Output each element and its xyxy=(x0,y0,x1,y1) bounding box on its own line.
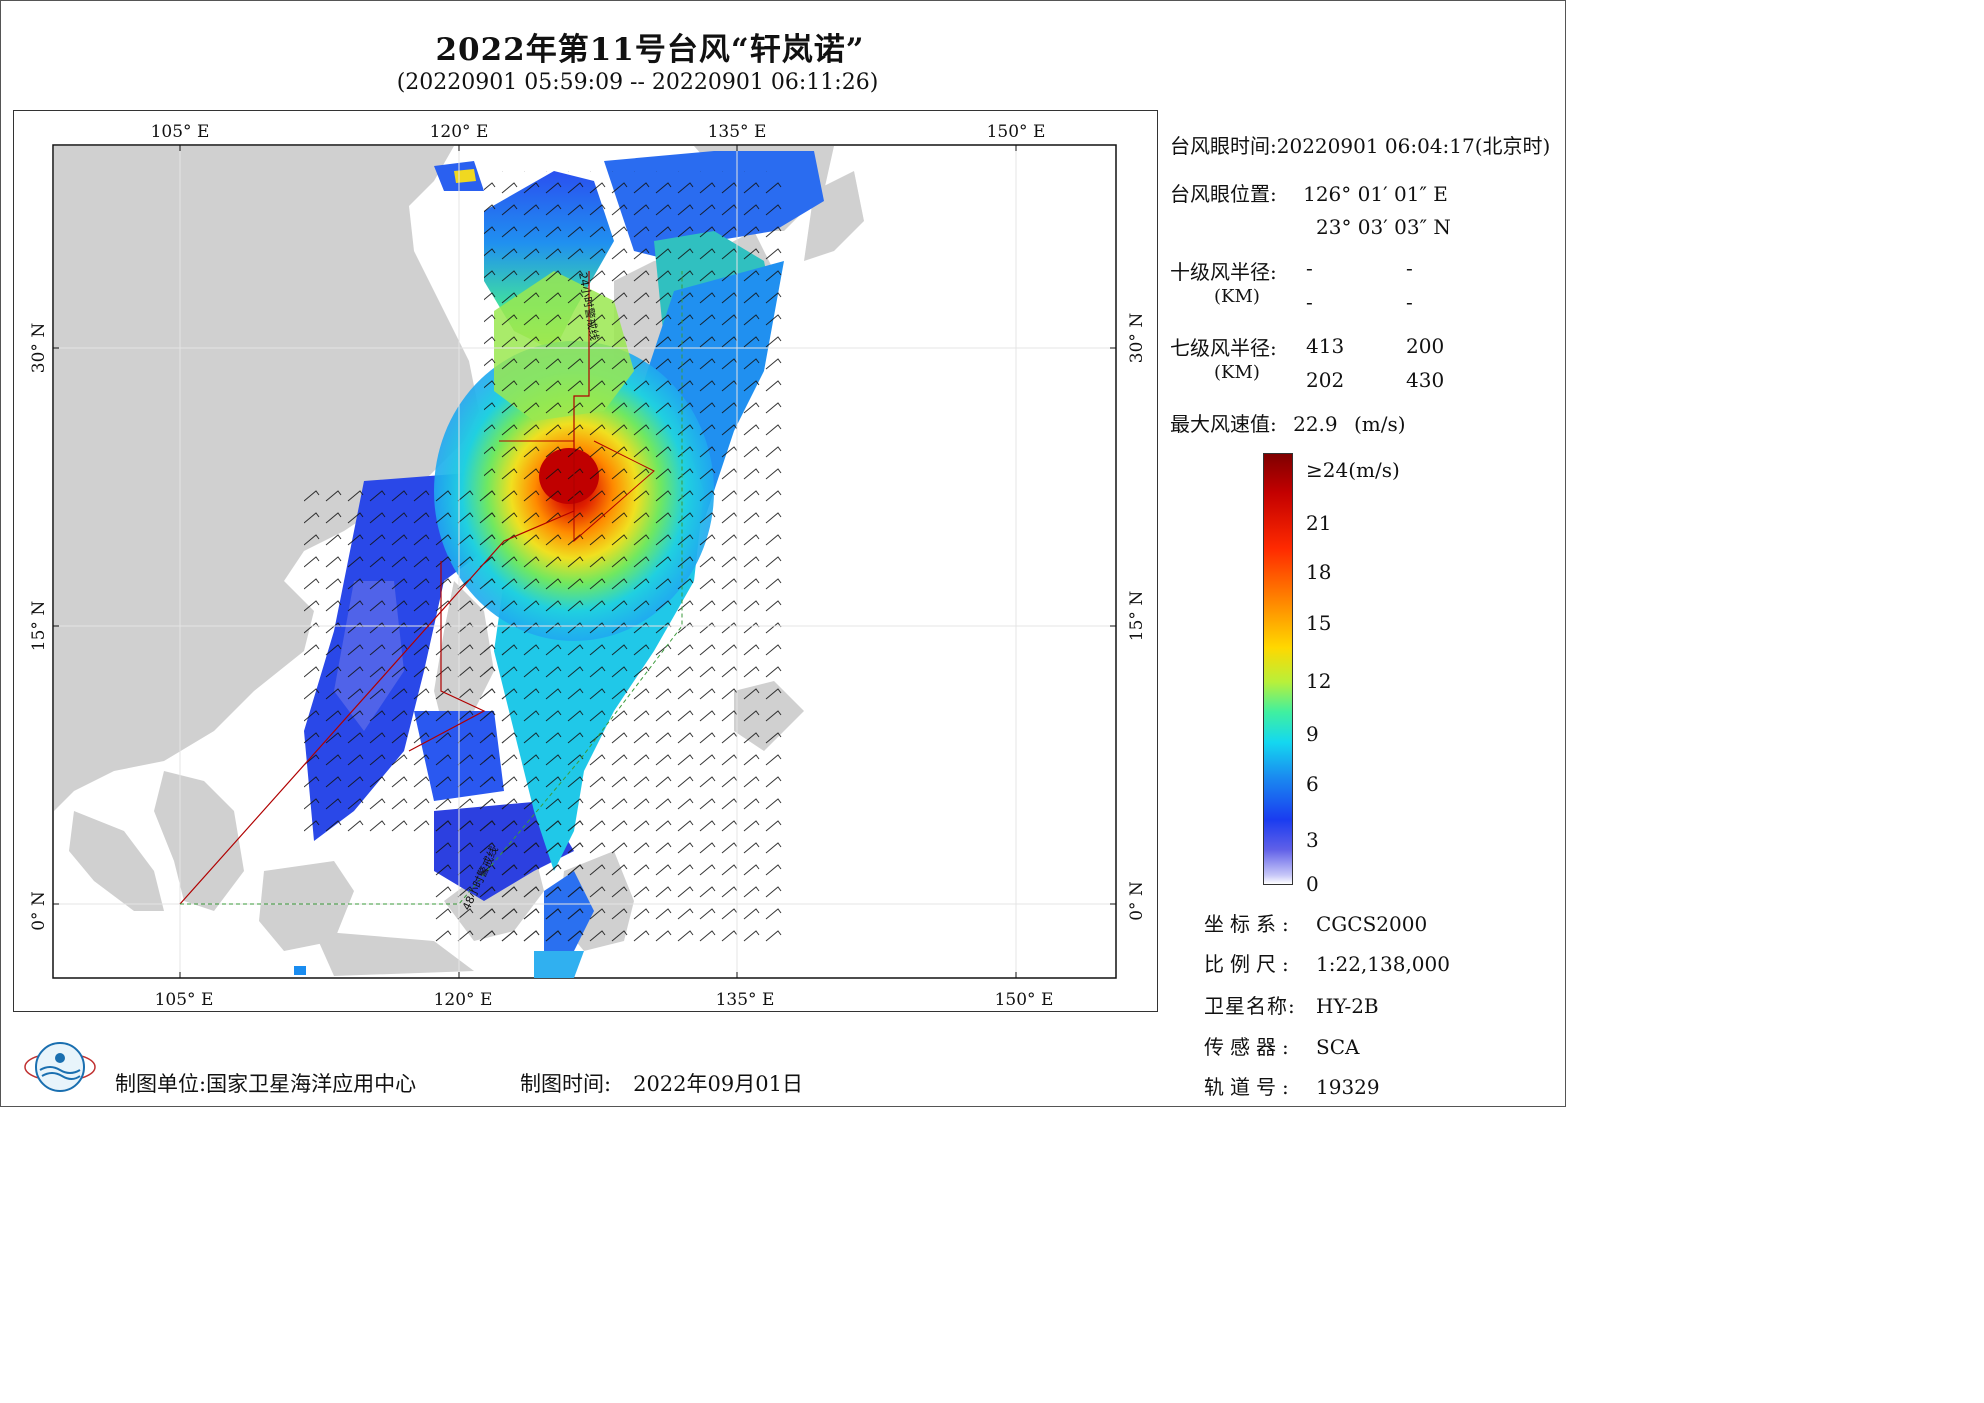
lon-label-top-135: 135° E xyxy=(708,122,767,142)
r10-value-ne: - xyxy=(1306,256,1313,280)
map-panel: 24小时警戒线 48小时警戒线 105° E 120° E 135° E 150… xyxy=(13,110,1158,1012)
lon-label-bottom-105: 105° E xyxy=(155,990,214,1010)
legend-tick-12: 12 xyxy=(1306,669,1332,693)
max-wind-row: 最大风速值: 22.9 (m/s) xyxy=(1170,408,1406,437)
r10-label: 十级风半径: xyxy=(1170,260,1277,284)
sensor-value: SCA xyxy=(1316,1035,1360,1059)
coord-system-value: CGCS2000 xyxy=(1316,912,1428,936)
lon-label-bottom-135: 135° E xyxy=(716,990,775,1010)
mapping-org-row: 制图单位:国家卫星海洋应用中心 xyxy=(115,1068,416,1098)
lat-label-left-0: 0° N xyxy=(29,891,49,931)
nsoas-logo-icon xyxy=(24,1042,96,1092)
max-wind-unit: (m/s) xyxy=(1354,412,1406,436)
alert-line-48h xyxy=(180,271,683,905)
lon-label-bottom-120: 120° E xyxy=(434,990,493,1010)
lon-label-bottom-150: 150° E xyxy=(995,990,1054,1010)
scale-label: 比例尺: xyxy=(1204,952,1295,976)
eye-position-row: 台风眼位置: 126° 01′ 01″ E xyxy=(1170,178,1448,207)
satellite-row: 卫星名称: HY-2B xyxy=(1204,990,1379,1019)
orbit-value: 19329 xyxy=(1316,1075,1380,1099)
r7-value-ne: 413 xyxy=(1306,334,1345,358)
scale-row: 比例尺: 1:22,138,000 xyxy=(1204,948,1450,977)
r7-km-label: (KM) xyxy=(1214,362,1260,383)
sensor-row: 传感器: SCA xyxy=(1204,1031,1359,1060)
legend-tick-9: 9 xyxy=(1306,722,1319,746)
eye-time-row: 台风眼时间:20220901 06:04:17(北京时) xyxy=(1170,130,1550,159)
mapping-date-label: 制图时间: xyxy=(520,1072,612,1096)
legend-tick-0: 0 xyxy=(1306,872,1319,896)
max-wind-value: 22.9 xyxy=(1293,412,1338,436)
lat-label-left-15: 15° N xyxy=(29,601,49,652)
coord-system-label: 坐标系: xyxy=(1204,912,1295,936)
lat-label-right-0: 0° N xyxy=(1127,881,1147,921)
mapping-date-value: 2022年09月01日 xyxy=(633,1072,803,1096)
r7-value-sw: 202 xyxy=(1306,368,1345,392)
r10-value-sw: - xyxy=(1306,290,1313,314)
r10-km-label: (KM) xyxy=(1214,286,1260,307)
eye-latitude: 23° 03′ 03″ N xyxy=(1316,215,1451,239)
orbit-label: 轨道号: xyxy=(1204,1075,1295,1099)
legend-tick-6: 6 xyxy=(1306,772,1319,796)
lat-label-left-30: 30° N xyxy=(29,323,49,374)
mapping-org-value: 国家卫星海洋应用中心 xyxy=(206,1072,417,1096)
sensor-label: 传感器: xyxy=(1204,1035,1295,1059)
page-frame xyxy=(0,0,1566,1107)
legend-tick-3: 3 xyxy=(1306,828,1319,852)
lon-label-top-120: 120° E xyxy=(430,122,489,142)
eye-position-label: 台风眼位置: xyxy=(1170,182,1277,206)
legend-tick-15: 15 xyxy=(1306,611,1332,635)
wind-field-map: 24小时警戒线 48小时警戒线 105° E 120° E 135° E 150… xyxy=(29,122,1147,1010)
eye-time-value: 20220901 06:04:17(北京时) xyxy=(1276,134,1551,158)
satellite-value: HY-2B xyxy=(1316,994,1379,1018)
max-wind-label: 最大风速值: xyxy=(1170,412,1277,436)
lat-label-right-15: 15° N xyxy=(1127,591,1147,642)
r7-label: 七级风半径: xyxy=(1170,336,1277,360)
legend-tick-21: 21 xyxy=(1306,511,1332,535)
legend-tick-18: 18 xyxy=(1306,560,1332,584)
r7-value-se: 200 xyxy=(1406,334,1445,358)
eye-time-label: 台风眼时间: xyxy=(1170,134,1277,158)
satellite-label: 卫星名称: xyxy=(1204,994,1296,1018)
orbit-row: 轨道号: 19329 xyxy=(1204,1071,1380,1100)
lon-label-top-150: 150° E xyxy=(987,122,1046,142)
r10-value-se: - xyxy=(1406,256,1413,280)
r10-value-nw: - xyxy=(1406,290,1413,314)
graticule xyxy=(53,145,1116,978)
coord-system-row: 坐标系: CGCS2000 xyxy=(1204,908,1427,937)
legend-top-label: ≥24(m/s) xyxy=(1306,458,1400,482)
map-title: 2022年第11号台风“轩岚诺” xyxy=(435,32,865,68)
lat-label-right-30: 30° N xyxy=(1127,313,1147,364)
eye-longitude: 126° 01′ 01″ E xyxy=(1303,182,1448,206)
r7-value-nw: 430 xyxy=(1406,368,1445,392)
mapping-org-label: 制图单位: xyxy=(115,1072,207,1096)
wind-speed-colorbar xyxy=(1263,453,1293,885)
mapping-date-row: 制图时间: 2022年09月01日 xyxy=(520,1068,803,1098)
lon-label-top-105: 105° E xyxy=(151,122,210,142)
scale-value: 1:22,138,000 xyxy=(1316,952,1450,976)
map-subtitle: (20220901 05:59:09 -- 20220901 06:11:26) xyxy=(396,70,879,95)
